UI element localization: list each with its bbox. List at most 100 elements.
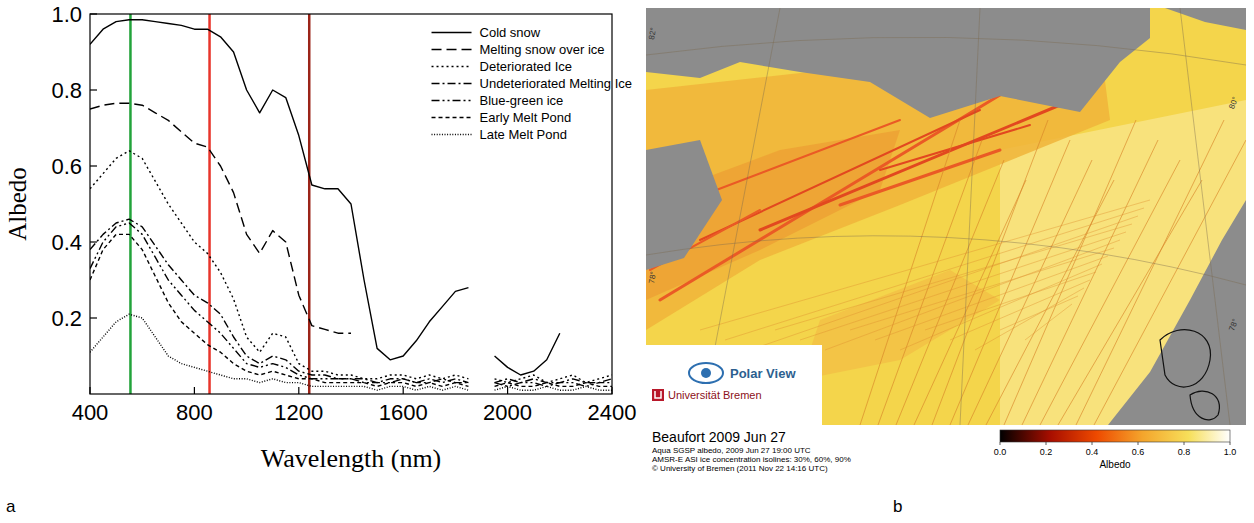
x-tick-label: 1600 — [379, 400, 428, 425]
isoline — [1160, 330, 1219, 420]
map-title: Beaufort 2009 Jun 27 — [652, 429, 786, 445]
track — [932, 120, 1048, 425]
page: {"chart_data": [ {"type": "line", "panel… — [0, 0, 1254, 523]
x-tick-label: 400 — [72, 400, 109, 425]
panel-label: a — [6, 497, 16, 516]
series-line — [90, 151, 612, 383]
plot-frame — [90, 14, 612, 394]
streak — [840, 150, 1000, 205]
colorbar-tick-label: 0.6 — [1132, 447, 1145, 457]
colorbar — [1000, 430, 1230, 442]
colorbar-tick — [1138, 442, 1139, 445]
track — [850, 248, 1114, 330]
orange-ice — [646, 130, 900, 300]
colorbar-tick — [1092, 442, 1093, 445]
legend-label: Cold snow — [480, 25, 541, 40]
map-annotation: © University of Bremen (2011 Nov 22 14:1… — [652, 464, 828, 473]
latitude-label: 78° — [647, 271, 658, 284]
colorbar-tick — [1230, 442, 1231, 445]
series-line — [90, 314, 612, 390]
reference-line — [129, 14, 132, 394]
x-tick — [611, 387, 612, 394]
streak — [690, 120, 900, 200]
logo-eye — [689, 363, 723, 383]
map-annotation: AMSR-E ASI ice concentration isolines: 3… — [652, 455, 851, 464]
colorbar-tick — [1184, 442, 1185, 445]
y-tick — [90, 165, 97, 166]
y-tick-label: 1.0 — [51, 2, 82, 27]
track — [950, 280, 1090, 340]
x-tick — [89, 387, 90, 394]
track — [825, 240, 1120, 350]
track — [1094, 140, 1246, 425]
latitude-label: 80° — [1227, 96, 1240, 110]
x-tick-label: 2000 — [483, 400, 532, 425]
streak — [760, 105, 1060, 230]
latitude-label: 82° — [647, 27, 658, 40]
map-background — [646, 8, 1246, 425]
logo-mark — [652, 389, 664, 401]
track — [875, 256, 1108, 340]
panel-a: 0.20.40.60.81.04008001200160020002400Wav… — [4, 2, 636, 516]
track — [1004, 120, 1136, 425]
series-line — [90, 103, 351, 333]
colorbar-tick-label: 0.2 — [1040, 447, 1053, 457]
track — [975, 288, 1084, 350]
x-tick — [507, 387, 508, 394]
legend-label: Undeteriorated Melting Ice — [480, 76, 632, 91]
graticule — [646, 37, 1246, 65]
footer — [646, 425, 1246, 477]
panel-b: 82° 80° 78° 78° Polar View Universität Bremen… — [646, 8, 1246, 516]
legend-swatch — [432, 134, 472, 135]
track — [1022, 140, 1158, 425]
legend-swatch — [432, 32, 472, 33]
land — [646, 8, 1150, 118]
land — [646, 140, 722, 270]
reference-line — [308, 14, 311, 394]
y-axis-title: Albedo — [4, 167, 31, 241]
track — [968, 160, 1092, 425]
y-tick-label: 0.8 — [51, 78, 82, 103]
legend-label: Melting snow over ice — [480, 42, 605, 57]
legend-swatch — [432, 66, 472, 67]
legend-label: Blue-green ice — [480, 93, 564, 108]
colorbar-tick-label: 0.8 — [1178, 447, 1191, 457]
map — [646, 8, 1246, 425]
legend: Cold snowMelting snow over iceDeteriorat… — [432, 25, 632, 142]
graticule — [1180, 8, 1230, 425]
colorbar-tick-label: 0.0 — [994, 447, 1007, 457]
latitude-label: 78° — [1227, 318, 1240, 332]
track — [775, 224, 1132, 330]
reference-line — [208, 14, 211, 394]
series-line — [90, 223, 612, 386]
streak — [880, 125, 1030, 170]
legend-swatch — [432, 83, 472, 84]
x-tick-label: 1200 — [274, 400, 323, 425]
track — [800, 232, 1126, 340]
track — [925, 272, 1096, 330]
x-tick — [194, 387, 195, 394]
y-tick — [90, 317, 97, 318]
colorbar-tick — [1000, 442, 1001, 445]
legend-swatch — [432, 100, 472, 101]
y-tick — [90, 13, 97, 14]
x-tick — [298, 387, 299, 394]
legend-label: Late Melt Pond — [480, 127, 567, 142]
series-line — [90, 234, 612, 386]
track — [1000, 296, 1078, 330]
logo-text: Polar View — [730, 366, 796, 381]
track — [950, 140, 1070, 425]
colorbar-title: Albedo — [1099, 459, 1131, 470]
track — [900, 264, 1102, 350]
track — [750, 216, 1138, 350]
land — [1108, 200, 1246, 425]
x-tick-label: 2400 — [588, 400, 637, 425]
y-tick-label: 0.6 — [51, 154, 82, 179]
map-annotation: Aqua SGSP albedo, 2009 Jun 27 19:00 UTC — [652, 446, 811, 455]
colorbar-tick-label: 0.4 — [1086, 447, 1099, 457]
x-tick-label: 800 — [176, 400, 213, 425]
logo-text: Universität Bremen — [668, 389, 762, 401]
y-tick-label: 0.4 — [51, 230, 82, 255]
series-line — [90, 219, 612, 382]
graticule — [646, 236, 1246, 285]
